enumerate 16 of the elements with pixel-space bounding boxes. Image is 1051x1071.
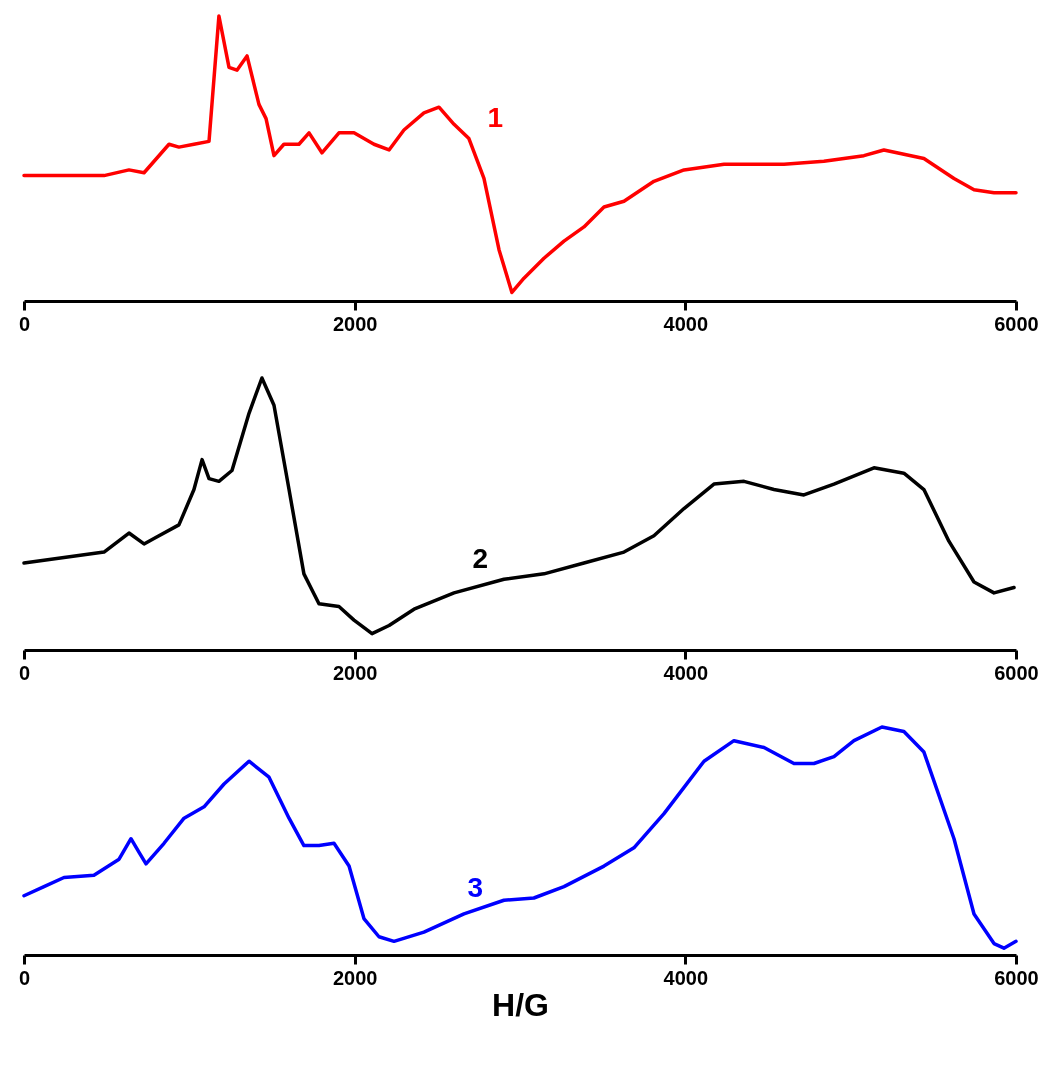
series-label: 2 [472,543,489,575]
x-tick-label: 4000 [663,312,709,335]
series-label: 3 [467,871,484,903]
series-label: 1 [487,101,503,133]
x-tick-label: 0 [18,312,31,335]
x-tick-label: 0 [18,966,31,989]
x-tick-label: 0 [18,661,31,684]
x-tick-label: 4000 [663,661,709,684]
x-tick-label: 4000 [663,966,709,989]
x-tick-label: 2000 [332,661,378,684]
x-tick-label: 2000 [332,312,378,335]
x-tick-label: 6000 [994,312,1039,335]
x-axis-title: H/G [492,986,549,1023]
x-tick-label: 6000 [994,661,1039,684]
x-tick-label: 6000 [994,966,1039,989]
x-tick-label: 2000 [332,966,378,989]
